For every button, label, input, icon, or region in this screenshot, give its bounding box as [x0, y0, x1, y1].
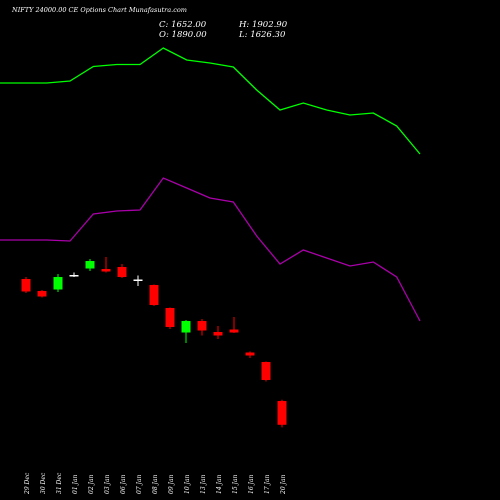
candle-06-jan	[117, 264, 127, 278]
lower-line	[0, 177, 421, 322]
candle-14-jan	[213, 326, 223, 339]
candle-30-dec	[37, 290, 47, 298]
chart-title: NIFTY 24000.00 CE Options Chart Munafasu…	[12, 6, 187, 14]
candle-body	[277, 401, 287, 425]
x-tick-label: 16 Jan	[248, 474, 255, 494]
candle-body	[181, 321, 191, 333]
candle-body	[213, 332, 223, 336]
x-tick-label: 13 Jan	[200, 474, 207, 494]
high-value: H: 1902.90	[239, 20, 288, 30]
candle-body	[149, 285, 159, 305]
candle-29-dec	[21, 277, 31, 293]
x-tick-label: 09 Jan	[168, 474, 175, 494]
x-tick-label: 06 Jan	[120, 474, 127, 494]
candle-17-jan	[261, 361, 271, 382]
candles	[21, 257, 287, 428]
candle-body	[85, 261, 95, 269]
x-tick-label: 31 Dec	[56, 472, 63, 494]
x-tick-label: 30 Dec	[40, 472, 47, 494]
x-tick-labels: 29 Dec 30 Dec 31 Dec 01 Jan 02 Jan 03 Jan 06 J…	[24, 472, 287, 495]
candle-body	[133, 279, 143, 281]
candle-31-dec	[53, 274, 63, 292]
x-tick-label: 02 Jan	[88, 474, 95, 494]
candle-08-jan	[149, 284, 159, 306]
candle-body	[117, 267, 127, 277]
candle-03-jan	[101, 257, 111, 273]
candle-body	[261, 362, 271, 380]
x-tick-label: 08 Jan	[152, 474, 159, 494]
low-value: L: 1626.30	[239, 30, 286, 40]
candle-13-jan	[197, 319, 207, 336]
candle-body	[21, 279, 31, 292]
x-tick-label: 29 Dec	[24, 472, 31, 495]
x-tick-label: 01 Jan	[72, 474, 79, 494]
candle-07-jan	[133, 275, 143, 286]
upper-line	[0, 47, 421, 155]
candle-body	[245, 352, 255, 356]
candle-body	[37, 291, 47, 297]
open-value: O: 1890.00	[159, 30, 207, 40]
candle-body	[69, 275, 79, 277]
candle-body	[165, 308, 175, 327]
candle-01-jan	[69, 272, 79, 277]
candle-02-jan	[85, 259, 95, 271]
candle-body	[197, 321, 207, 331]
lower-line-layer	[0, 177, 421, 322]
candle-body	[229, 329, 239, 333]
x-tick-label: 03 Jan	[104, 474, 111, 494]
candle-15-jan	[229, 317, 239, 333]
candle-body	[101, 269, 111, 272]
x-tick-label: 14 Jan	[216, 474, 223, 494]
x-tick-label: 17 Jan	[264, 474, 271, 494]
candle-09-jan	[165, 307, 175, 329]
candle-20-jan	[277, 399, 287, 428]
candle-16-jan	[245, 351, 255, 358]
x-tick-label: 15 Jan	[232, 474, 239, 494]
upper-line-layer	[0, 47, 421, 155]
x-tick-label: 20 Jan	[280, 474, 287, 495]
close-value: C: 1652.00	[159, 20, 207, 30]
x-tick-label: 10 Jan	[184, 474, 191, 494]
x-tick-label: 07 Jan	[136, 474, 143, 494]
candle-body	[53, 277, 63, 290]
candle-10-jan	[181, 320, 191, 343]
